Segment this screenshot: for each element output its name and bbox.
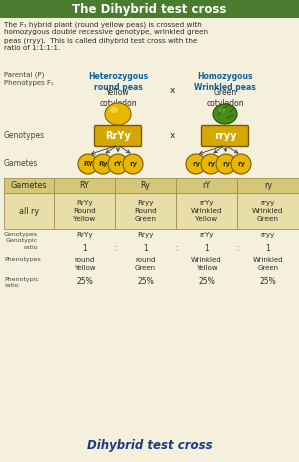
Bar xyxy=(0,0,299,18)
Text: 25%: 25% xyxy=(260,277,276,286)
Text: RrYy: RrYy xyxy=(105,131,131,141)
Text: rrYy: rrYy xyxy=(199,232,214,238)
Circle shape xyxy=(123,154,143,174)
Text: Ry: Ry xyxy=(98,161,108,167)
Text: RrYy
Round
Yellow: RrYy Round Yellow xyxy=(73,200,96,222)
Text: RY: RY xyxy=(83,161,93,167)
Bar xyxy=(115,193,176,229)
Text: Dihybrid test cross: Dihybrid test cross xyxy=(87,439,212,452)
Text: Genotypes: Genotypes xyxy=(4,132,45,140)
Text: :: : xyxy=(236,244,239,253)
Ellipse shape xyxy=(110,107,118,113)
Text: Heterozygous
round peas: Heterozygous round peas xyxy=(88,72,148,92)
Text: Wrinkled
Yellow: Wrinkled Yellow xyxy=(191,257,222,270)
Ellipse shape xyxy=(219,108,225,113)
Text: ry: ry xyxy=(129,161,137,167)
Text: 1: 1 xyxy=(204,244,209,253)
Text: Rryy: Rryy xyxy=(137,232,154,238)
Text: Rryy
Round
Green: Rryy Round Green xyxy=(134,200,157,222)
Ellipse shape xyxy=(213,104,237,124)
Text: round
Yellow: round Yellow xyxy=(74,257,95,270)
Text: rY: rY xyxy=(114,161,122,167)
Text: 1: 1 xyxy=(143,244,148,253)
Text: rY: rY xyxy=(202,181,210,190)
FancyBboxPatch shape xyxy=(94,126,141,146)
Circle shape xyxy=(231,154,251,174)
FancyBboxPatch shape xyxy=(202,126,248,146)
Text: The Dihybrid test cross: The Dihybrid test cross xyxy=(72,2,227,16)
Bar xyxy=(4,178,54,193)
Text: Yellow
cotyledon: Yellow cotyledon xyxy=(99,88,137,108)
Text: ry: ry xyxy=(237,161,245,167)
Text: RY: RY xyxy=(80,181,89,190)
Circle shape xyxy=(108,154,128,174)
Bar xyxy=(176,193,237,229)
Text: 1: 1 xyxy=(82,244,87,253)
Text: :: : xyxy=(175,244,177,253)
Bar xyxy=(237,193,299,229)
Circle shape xyxy=(78,154,98,174)
Text: Ry: Ry xyxy=(141,181,150,190)
Text: ry: ry xyxy=(192,161,200,167)
Circle shape xyxy=(216,154,236,174)
Text: rryy
Wrinkled
Green: rryy Wrinkled Green xyxy=(252,200,284,222)
Circle shape xyxy=(186,154,206,174)
Text: :: : xyxy=(114,244,116,253)
Text: 1: 1 xyxy=(266,244,270,253)
Text: rryy: rryy xyxy=(261,232,275,238)
Text: 25%: 25% xyxy=(198,277,215,286)
Text: The F₁ hybrid plant (round yellow peas) is crossed with
homozygous double recess: The F₁ hybrid plant (round yellow peas) … xyxy=(4,21,208,51)
Text: Phenotypic
ratio: Phenotypic ratio xyxy=(4,277,39,288)
Bar xyxy=(115,178,176,193)
Text: Genotypes
Genotypic
ratio: Genotypes Genotypic ratio xyxy=(4,232,38,250)
Text: Homozygous
Wrinkled peas: Homozygous Wrinkled peas xyxy=(194,72,256,92)
Bar xyxy=(54,178,115,193)
Text: Phenotypes: Phenotypes xyxy=(4,257,41,262)
Text: 25%: 25% xyxy=(137,277,154,286)
Circle shape xyxy=(201,154,221,174)
Text: Parental (P)
Phenotypes F₁: Parental (P) Phenotypes F₁ xyxy=(4,72,54,86)
Text: x: x xyxy=(169,132,175,140)
Text: Wrinkled
Green: Wrinkled Green xyxy=(253,257,283,270)
Bar xyxy=(176,178,237,193)
Bar xyxy=(237,178,299,193)
Text: ry: ry xyxy=(264,181,272,190)
Text: Green
cotyledon: Green cotyledon xyxy=(206,88,244,108)
Text: Gametes: Gametes xyxy=(11,181,47,190)
Text: x: x xyxy=(169,86,175,95)
Bar xyxy=(54,193,115,229)
Text: all ry: all ry xyxy=(19,207,39,215)
Ellipse shape xyxy=(105,103,131,125)
Text: rryy: rryy xyxy=(214,131,236,141)
Text: round
Green: round Green xyxy=(135,257,156,270)
Text: RrYy: RrYy xyxy=(76,232,93,238)
Bar xyxy=(4,193,54,229)
Text: rrYy
Wrinkled
Yellow: rrYy Wrinkled Yellow xyxy=(191,200,222,222)
Text: 25%: 25% xyxy=(76,277,93,286)
Text: ry: ry xyxy=(222,161,230,167)
Text: ry: ry xyxy=(207,161,215,167)
Circle shape xyxy=(93,154,113,174)
Text: Gametes: Gametes xyxy=(4,159,38,169)
